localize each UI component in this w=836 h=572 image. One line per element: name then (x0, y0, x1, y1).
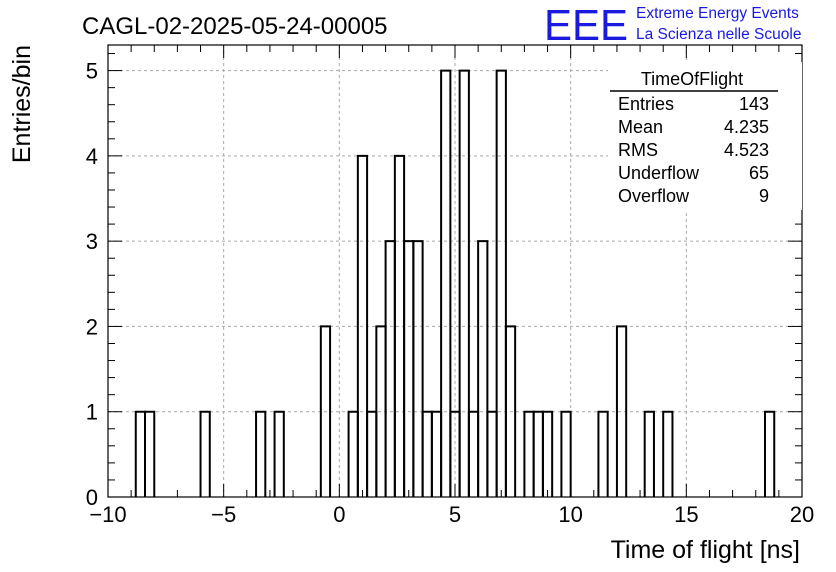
histogram-bar (523, 410, 535, 497)
histogram-bar (560, 410, 572, 497)
axis-ticks: −10 −5 0 5 10 15 20 0 1 2 3 4 5 (86, 45, 814, 527)
stats-value: 4.523 (724, 140, 769, 160)
histogram-bar (763, 410, 776, 497)
histogram-bar (403, 240, 415, 497)
stats-value: 65 (749, 163, 769, 183)
histogram-bar (199, 410, 211, 497)
histogram-bar (440, 69, 452, 497)
x-axis-label: Time of flight [ns] (611, 536, 800, 564)
histogram-bar (134, 410, 147, 497)
histogram-bar (347, 410, 359, 497)
stats-label: Underflow (618, 163, 700, 183)
x-tick-label: 20 (790, 502, 814, 527)
y-tick-label: 5 (86, 59, 98, 84)
logo-mark: EEE (544, 1, 628, 50)
stats-value: 4.235 (724, 117, 769, 137)
y-tick-label: 4 (86, 144, 98, 169)
histogram-bar (384, 240, 396, 497)
histogram-bars (134, 69, 776, 497)
histogram-bar (615, 325, 628, 497)
histogram-bar (458, 69, 470, 497)
stats-box: TimeOfFlight Entries 143 Mean 4.235 RMS … (608, 62, 802, 210)
x-tick-label: −10 (89, 502, 126, 527)
stats-value: 143 (739, 94, 769, 114)
histogram-bar (255, 410, 267, 497)
histogram-bar (597, 410, 609, 497)
logo-line1: Extreme Energy Events (636, 5, 799, 22)
histogram-bar (486, 410, 498, 497)
histogram-bar (366, 410, 378, 497)
stats-title: TimeOfFlight (641, 69, 743, 89)
histogram-bar (412, 240, 424, 497)
histogram-bar (273, 410, 285, 497)
x-tick-label: 15 (674, 502, 698, 527)
y-axis-label: Entries/bin (8, 45, 36, 163)
histogram-bar (421, 410, 433, 497)
x-tick-label: 0 (333, 502, 345, 527)
y-tick-label: 1 (86, 400, 98, 425)
histogram-bar (541, 410, 554, 497)
logo-line2: La Scienza nelle Scuole (636, 26, 801, 43)
histogram-bar (495, 69, 507, 497)
stats-value: 9 (759, 186, 769, 206)
x-tick-label: 10 (558, 502, 582, 527)
x-tick-label: 5 (449, 502, 461, 527)
histogram-bar (504, 325, 517, 497)
x-tick-label: −5 (211, 502, 236, 527)
histogram-bar (319, 325, 332, 497)
stats-label: Overflow (618, 186, 690, 206)
histogram-bar (662, 410, 674, 497)
stats-label: RMS (618, 140, 658, 160)
y-tick-label: 0 (86, 485, 98, 510)
y-tick-label: 3 (86, 229, 98, 254)
histogram-bar (643, 410, 655, 497)
histogram-bar (356, 154, 369, 497)
histogram-bar (467, 410, 480, 497)
stats-label: Entries (618, 94, 674, 114)
chart-title: CAGL-02-2025-05-24-00005 (82, 13, 388, 40)
y-tick-label: 2 (86, 314, 98, 339)
stats-label: Mean (618, 117, 663, 137)
histogram-bar (430, 410, 443, 497)
histogram-bar (477, 240, 489, 497)
histogram-bar (144, 410, 156, 497)
histogram-bar (532, 410, 544, 497)
